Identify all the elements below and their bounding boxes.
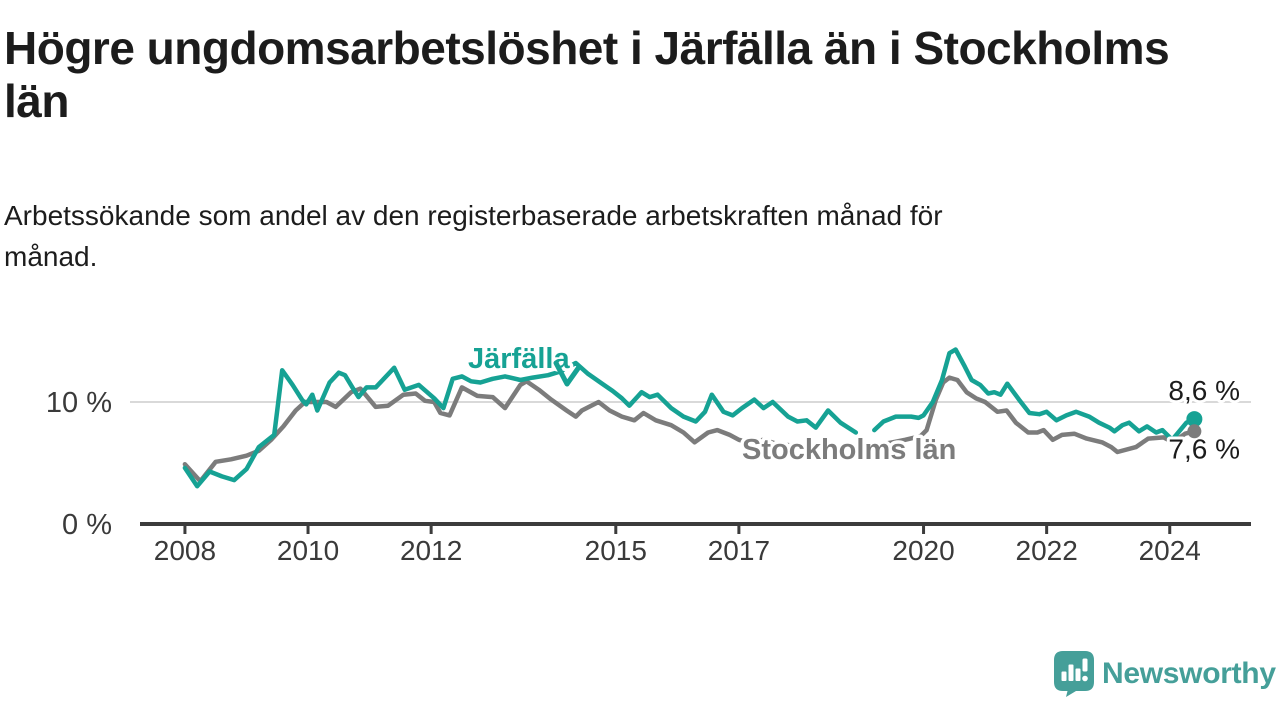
newsworthy-attribution: Newsworthy (1054, 648, 1280, 700)
x-tick-label: 2015 (585, 535, 647, 566)
jarfalla-line-label: Järfälla (468, 343, 570, 375)
stockholms-lan-end-value-label: 7,6 % (1168, 433, 1240, 464)
x-tick-label: 2008 (154, 535, 216, 566)
stockholms-lan-line-label: Stockholms län (742, 434, 956, 466)
stockholms-lan-end-dot (1187, 424, 1202, 439)
y-tick-label: 10 % (46, 387, 112, 419)
y-tick-label: 0 % (62, 509, 112, 541)
x-tick-label: 2017 (708, 535, 770, 566)
jarfalla-end-value-label: 8,6 % (1168, 375, 1240, 406)
chart-subtitle: Arbetssökande som andel av den registerb… (4, 196, 1204, 277)
chart-subtitle-line2: månad. (4, 240, 98, 272)
jarfalla-line (872, 347, 1197, 443)
jarfalla-label-arrow-icon (553, 360, 582, 387)
line-chart: 2008 2010 2012 2015 2017 2020 2022 2024 0 % 10 % S… (46, 340, 1251, 566)
x-tick-label: 2012 (400, 535, 462, 566)
x-tick-label: 2020 (892, 535, 954, 566)
x-tick-label: 2010 (277, 535, 339, 566)
newsworthy-logo-icon (1054, 651, 1094, 697)
page-title: Högre ungdomsarbetslöshet i Järfälla än … (4, 22, 1276, 129)
x-tick-label: 2022 (1016, 535, 1078, 566)
page-title-line1: Högre ungdomsarbetslöshet i Järfälla än … (4, 22, 1170, 74)
jarfalla-end-dot (1186, 411, 1203, 428)
stockholms-lan-line (182, 375, 1197, 484)
page-title-line2: län (4, 75, 69, 128)
newsworthy-wordmark: Newsworthy (1102, 657, 1276, 690)
chart-subtitle-line1: Arbetssökande som andel av den registerb… (4, 200, 943, 231)
x-tick-label: 2024 (1139, 535, 1201, 566)
jarfalla-line (182, 360, 859, 489)
